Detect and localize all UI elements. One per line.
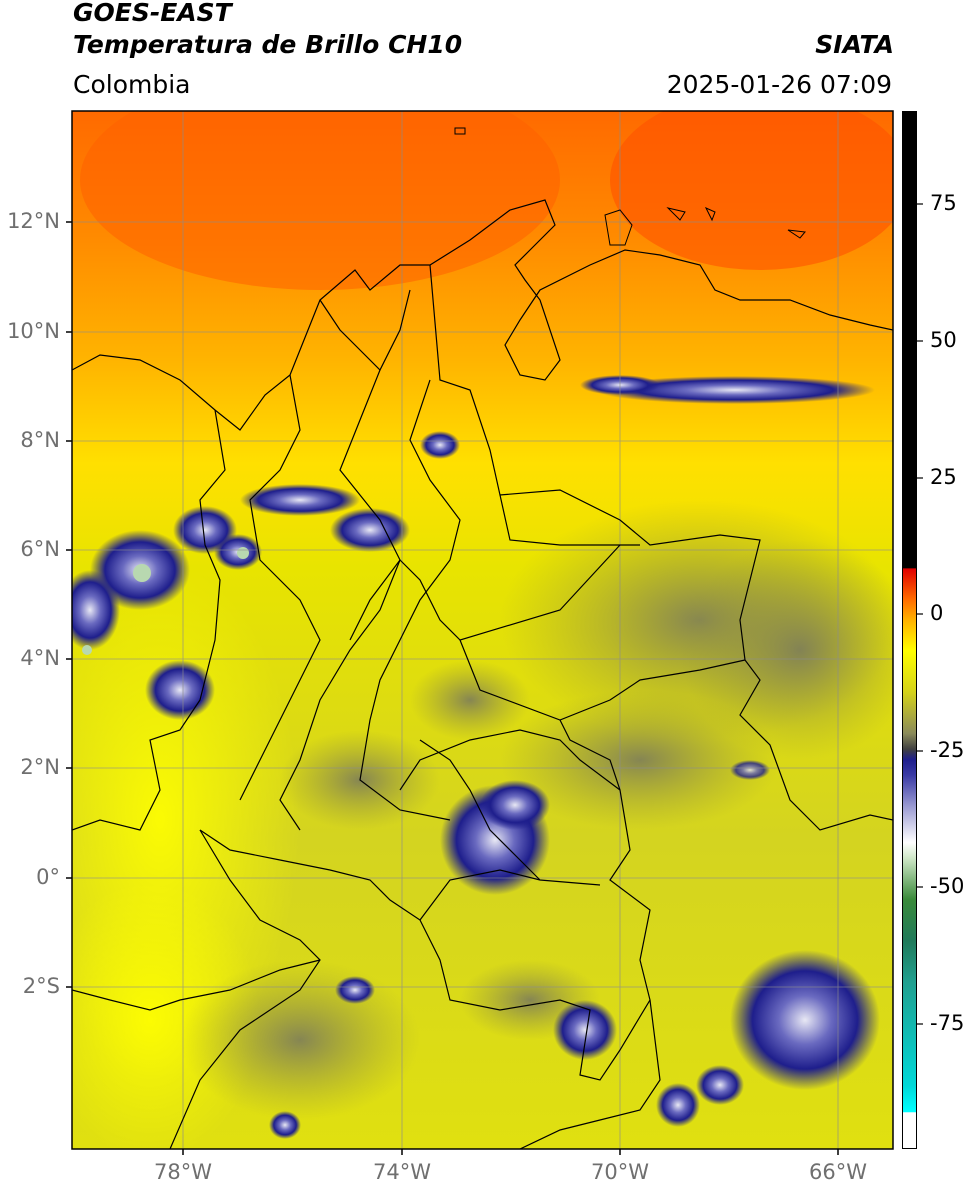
colorbar-label-0: 0: [930, 601, 944, 625]
lat-label-8n: 8°N: [20, 428, 60, 452]
colorbar-label-50: 50: [930, 328, 957, 352]
product-title: Temperatura de Brillo CH10: [73, 30, 463, 59]
cold-cloud-tops: [72, 375, 880, 1139]
colorbar-label-75: 75: [930, 191, 957, 215]
source-label: SIATA: [815, 30, 894, 59]
map-frame: [71, 110, 894, 1150]
colorbar-label-minus75: -75: [930, 1011, 965, 1035]
colorbar-label-minus25: -25: [930, 738, 965, 762]
graticule: [72, 111, 893, 1149]
lat-label-12n: 12°N: [7, 209, 60, 233]
islands: [454, 127, 806, 246]
lon-label-78w: 78°W: [154, 1160, 212, 1184]
region-label: Colombia: [73, 70, 191, 99]
lat-label-2s: 2°S: [22, 974, 60, 998]
colorbar-label-minus50: -50: [930, 874, 965, 898]
colorbar-label-25: 25: [930, 465, 957, 489]
lat-label-6n: 6°N: [20, 537, 60, 561]
country-borders: [72, 199, 893, 1149]
colorbar: [902, 111, 917, 1149]
lon-label-74w: 74°W: [373, 1160, 431, 1184]
lat-label-4n: 4°N: [20, 646, 60, 670]
satellite-title: GOES-EAST: [73, 0, 232, 27]
lat-label-10n: 10°N: [7, 319, 60, 343]
lon-label-70w: 70°W: [591, 1160, 649, 1184]
lon-label-66w: 66°W: [809, 1160, 867, 1184]
timestamp-label: 2025-01-26 07:09: [666, 70, 892, 99]
lat-label-2n: 2°N: [20, 755, 60, 779]
lat-label-0: 0°: [36, 865, 60, 889]
